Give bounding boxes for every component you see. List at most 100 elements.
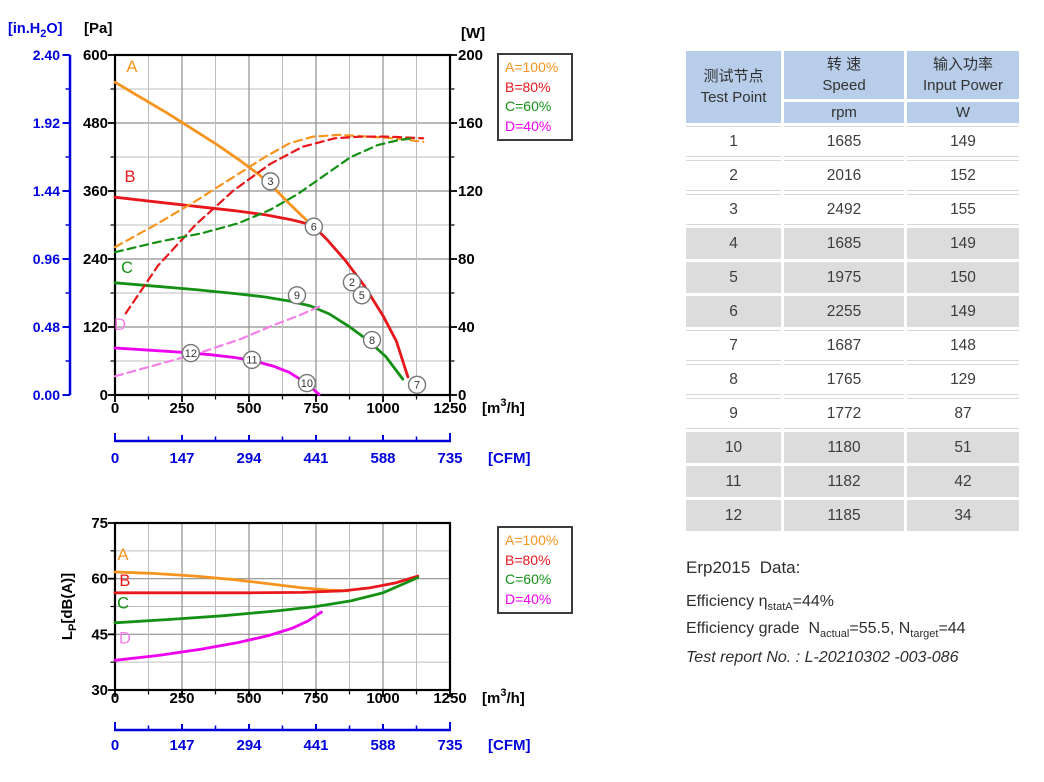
table-cell: 12: [686, 500, 781, 531]
svg-text:12: 12: [185, 348, 197, 360]
table-row: 6 2255 149: [686, 296, 1019, 327]
table-cell: 5: [686, 262, 781, 293]
table-cell: 148: [907, 330, 1019, 361]
curve-B=80% noise: [113, 574, 420, 595]
svg-text:11: 11: [246, 355, 257, 367]
svg-text:0: 0: [111, 400, 119, 417]
svg-text:[W]: [W]: [461, 25, 485, 42]
test-report-line: Test report No. : L-20210302 -003-086: [686, 649, 959, 666]
table-cell: 155: [907, 194, 1019, 225]
svg-text:441: 441: [303, 737, 328, 754]
table-cell: 1182: [784, 466, 904, 497]
marker-circle-3: [261, 172, 280, 191]
svg-text:1.44: 1.44: [33, 183, 60, 199]
legend-item: C=60%: [505, 571, 552, 587]
table-cell: 42: [907, 466, 1019, 497]
svg-text:200: 200: [458, 47, 483, 64]
table-row: 12 1185 34: [686, 500, 1019, 531]
table-row: 3 2492 155: [686, 194, 1019, 225]
svg-text:1000: 1000: [366, 400, 399, 417]
svg-text:LP[dB(A)]: LP[dB(A)]: [59, 573, 79, 640]
table-row: 4 1685 149: [686, 228, 1019, 259]
curve-C=60% noise: [113, 576, 420, 625]
table-cell: 34: [907, 500, 1019, 531]
marker-circle-8: [362, 330, 382, 350]
svg-text:A: A: [126, 58, 137, 76]
table-cell: 150: [907, 262, 1019, 293]
table-row: 9 1772 87: [686, 398, 1019, 429]
table-cell: 6: [686, 296, 781, 327]
plot-border: [113, 521, 452, 692]
svg-text:80: 80: [458, 251, 475, 268]
col-header-speed-cn: 转 速: [826, 56, 862, 73]
svg-text:441: 441: [303, 450, 328, 467]
efficiency-grade-line: Efficiency grade Nactual=55.5, Ntarget=4…: [686, 620, 966, 641]
power-unit: W: [907, 102, 1019, 123]
svg-text:B: B: [119, 572, 130, 590]
marker-circle-9: [287, 286, 307, 305]
table-cell: 51: [907, 432, 1019, 463]
svg-text:[CFM]: [CFM]: [488, 450, 530, 467]
table-cell: 149: [907, 228, 1019, 259]
series-curves: [113, 80, 425, 396]
table-cell: 1772: [784, 398, 904, 429]
marker-circle-12: [181, 343, 201, 363]
table-cell: 149: [907, 126, 1019, 157]
series-curves: [113, 570, 420, 662]
svg-text:120: 120: [458, 183, 483, 200]
svg-text:0.96: 0.96: [33, 251, 60, 267]
col-header-power-en: Input Power: [922, 77, 1004, 94]
curve-D=40% input power: [113, 305, 321, 378]
svg-text:750: 750: [303, 690, 328, 707]
svg-text:0.00: 0.00: [33, 387, 60, 403]
legend-bottom: A=100% B=80% C=60% D=40%: [497, 526, 573, 614]
svg-text:D: D: [119, 630, 131, 648]
table-cell: 2255: [784, 296, 904, 327]
svg-text:735: 735: [437, 737, 462, 754]
svg-text:1000: 1000: [366, 690, 399, 707]
svg-text:588: 588: [370, 450, 395, 467]
svg-text:6: 6: [311, 222, 317, 234]
marker-circle-6: [304, 217, 324, 236]
svg-text:40: 40: [458, 319, 475, 336]
table-cell: 9: [686, 398, 781, 429]
svg-text:250: 250: [169, 400, 194, 417]
table-cell: 3: [686, 194, 781, 225]
svg-text:0: 0: [100, 387, 108, 404]
table-row: 5 1975 150: [686, 262, 1019, 293]
legend-item: B=80%: [505, 78, 551, 95]
svg-text:[m3/h]: [m3/h]: [482, 687, 525, 707]
table-cell: 1765: [784, 364, 904, 395]
svg-text:600: 600: [83, 47, 108, 64]
svg-text:30: 30: [91, 682, 108, 699]
marker-circle-7: [407, 375, 427, 394]
svg-text:588: 588: [370, 737, 395, 754]
svg-text:0: 0: [111, 690, 119, 707]
svg-text:147: 147: [169, 737, 194, 754]
svg-text:500: 500: [236, 690, 261, 707]
svg-text:45: 45: [91, 626, 108, 643]
curve-C=60% input power: [113, 137, 414, 254]
svg-text:[in.H2O]: [in.H2O]: [8, 21, 63, 40]
inh2o-axis: 2.40 1.92 1.44 0.96 0.48 0.00: [33, 47, 72, 403]
svg-text:[Pa]: [Pa]: [84, 20, 112, 37]
legend-item: A=100%: [505, 59, 559, 75]
table-row: 7 1687 148: [686, 330, 1019, 361]
x-ticks: [114, 395, 451, 402]
table-cell: 1: [686, 126, 781, 157]
marker-circle-11: [242, 350, 262, 370]
table-cell: 129: [907, 364, 1019, 395]
table-cell: 2016: [784, 160, 904, 191]
col-header-test-point: 测试节点 Test Point: [686, 51, 781, 123]
curve-A=100% noise: [113, 570, 350, 593]
legend-item: D=40%: [505, 590, 552, 607]
table-cell: 1180: [784, 432, 904, 463]
col-header-test-point-cn: 测试节点: [703, 68, 764, 85]
svg-text:C: C: [117, 594, 129, 612]
svg-text:7: 7: [414, 380, 420, 392]
table-cell: 4: [686, 228, 781, 259]
svg-text:2: 2: [349, 277, 355, 289]
svg-text:0: 0: [111, 737, 119, 754]
tick-labels: 75 60 45 30 0 250 500 750 1000 1250 [m3/h] LP[dB(A)…: [59, 515, 525, 707]
svg-text:735: 735: [437, 450, 462, 467]
